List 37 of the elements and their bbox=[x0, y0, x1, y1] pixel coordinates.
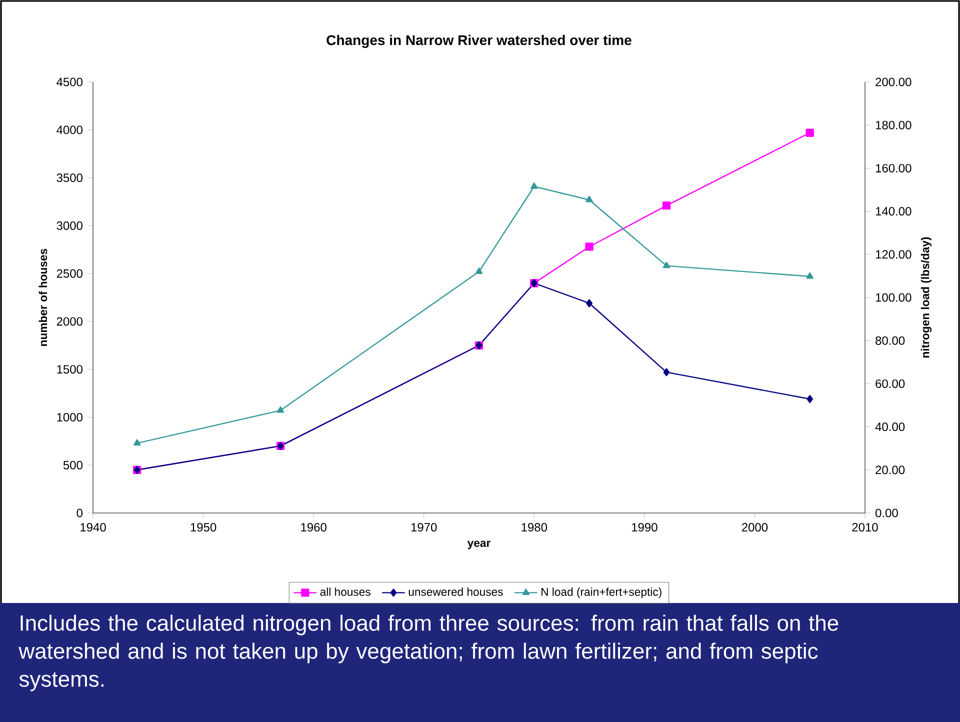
x-tick-label: 2010 bbox=[852, 523, 878, 532]
y-tick-label: 4000 bbox=[56, 126, 82, 134]
y-tick-label: 3000 bbox=[56, 221, 82, 230]
y-tick-label: 1500 bbox=[57, 365, 82, 374]
x-tick-label: 1970 bbox=[411, 523, 437, 532]
y2-axis-title: nitrogen load (lbs/day) bbox=[920, 237, 932, 358]
x-tick-label: 1960 bbox=[301, 523, 326, 532]
y2-tick-label: 100.00 bbox=[876, 293, 912, 302]
y2-tick-label: 200.00 bbox=[876, 78, 912, 86]
legend-label: N load (rain+fert+septic) bbox=[541, 588, 662, 598]
y-tick-label: 4500 bbox=[56, 78, 82, 86]
x-tick-label: 1990 bbox=[632, 523, 658, 532]
y-axis-title: number of houses bbox=[38, 248, 48, 346]
x-tick-label: 2000 bbox=[742, 523, 768, 532]
y2-tick-label: 80.00 bbox=[876, 336, 905, 345]
legend-label: unsewered houses bbox=[408, 588, 503, 596]
x-tick-label: 1940 bbox=[80, 523, 106, 532]
x-axis-title: year bbox=[467, 540, 490, 550]
y2-tick-label: 0.00 bbox=[876, 508, 898, 518]
y2-tick-label: 20.00 bbox=[876, 466, 905, 474]
y-tick-label: 0 bbox=[76, 508, 82, 518]
y-tick-label: 500 bbox=[63, 460, 82, 470]
y-tick-label: 2500 bbox=[56, 269, 82, 278]
chart-title: Changes in Narrow River watershed over time bbox=[326, 34, 632, 48]
y-tick-label: 3500 bbox=[56, 174, 82, 182]
y2-tick-label: 160.00 bbox=[876, 164, 912, 172]
x-tick-label: 1980 bbox=[522, 523, 548, 532]
y2-tick-label: 180.00 bbox=[876, 120, 912, 130]
y2-tick-label: 60.00 bbox=[876, 379, 905, 388]
legend-label: all houses bbox=[320, 588, 370, 596]
x-tick-label: 1950 bbox=[190, 523, 216, 532]
y-tick-label: 1000 bbox=[57, 412, 82, 422]
text: Includes the calculated nitrogen load from three sources: from rain that falls on the watershed and is not taken up by vegetation; from lawn fertilizer; and from septic systems. bbox=[18, 614, 838, 692]
y2-tick-label: 40.00 bbox=[875, 422, 905, 432]
y2-tick-label: 140.00 bbox=[876, 207, 912, 216]
y2-tick-label: 120.00 bbox=[876, 250, 912, 259]
y-tick-label: 2000 bbox=[56, 317, 82, 326]
